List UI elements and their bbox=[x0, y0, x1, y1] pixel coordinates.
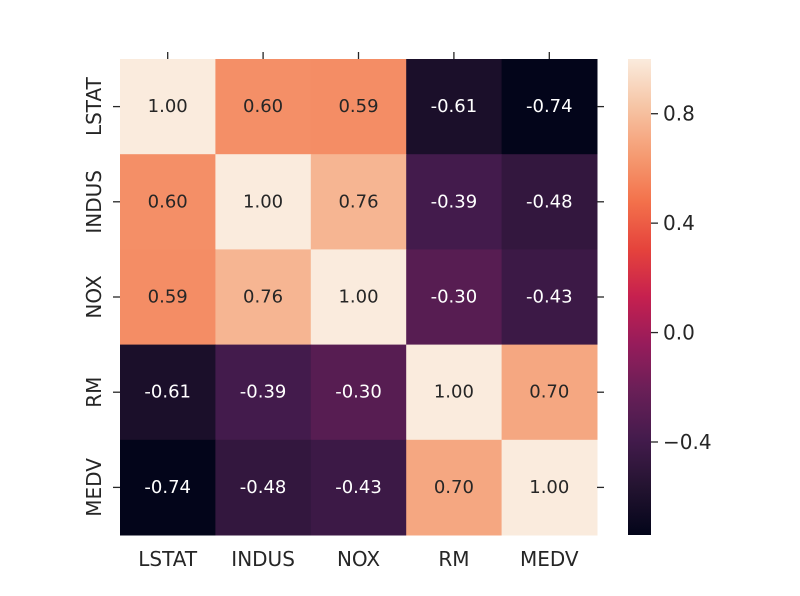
heatmap-cell-lstat-indus bbox=[215, 59, 312, 155]
cell-annotation: -0.61 bbox=[431, 96, 478, 117]
heatmap-cell-lstat-medv bbox=[501, 59, 598, 155]
y-tick-label-lstat: LSTAT bbox=[82, 76, 106, 136]
cell-annotation: 0.70 bbox=[434, 477, 474, 498]
colorbar-gradient bbox=[628, 59, 651, 535]
heatmap-cell-indus-indus bbox=[215, 154, 312, 250]
cell-annotation: -0.43 bbox=[335, 477, 382, 498]
cell-annotation: 1.00 bbox=[434, 382, 474, 403]
heatmap-cell-rm-rm bbox=[406, 344, 503, 441]
heatmap-cell-rm-lstat bbox=[120, 344, 216, 441]
colorbar-tick-label: 0.8 bbox=[663, 102, 695, 126]
x-axis: LSTAT INDUS NOX RM MEDV bbox=[138, 52, 579, 571]
x-tick-label-nox: NOX bbox=[337, 547, 380, 571]
heatmap-cell-nox-lstat bbox=[120, 249, 216, 346]
heatmap-cell-medv-lstat bbox=[120, 439, 216, 536]
cell-annotation: -0.30 bbox=[335, 382, 382, 403]
heatmap-cell-indus-lstat bbox=[120, 154, 216, 250]
heatmap-cell-lstat-nox bbox=[310, 59, 407, 155]
x-tick-label-rm: RM bbox=[438, 547, 469, 571]
heatmap-cell-indus-nox bbox=[310, 154, 407, 250]
heatmap-cell-rm-nox bbox=[310, 344, 407, 441]
y-tick-label-rm: RM bbox=[82, 377, 106, 408]
heatmap-cell-medv-medv bbox=[501, 439, 598, 536]
heatmap-cell-rm-medv bbox=[501, 344, 598, 441]
y-axis: LSTAT INDUS NOX RM MEDV bbox=[82, 76, 604, 517]
heatmap-cell-indus-medv bbox=[501, 154, 598, 250]
heatmap-cell-rm-indus bbox=[215, 344, 312, 441]
heatmap-cell-medv-rm bbox=[406, 439, 503, 536]
cell-annotation: -0.30 bbox=[431, 287, 478, 308]
colorbar-tick-label: 0.4 bbox=[663, 211, 695, 235]
heatmap-cell-medv-nox bbox=[310, 439, 407, 536]
cell-annotation: -0.39 bbox=[240, 382, 287, 403]
heatmap-annotations: 1.00 0.60 0.59 -0.61 -0.74 0.60 1.00 0.76 -0.39 -… bbox=[144, 96, 572, 498]
x-tick-label-lstat: LSTAT bbox=[138, 547, 198, 571]
colorbar-tick-label: 0.0 bbox=[663, 321, 695, 345]
y-tick-label-nox: NOX bbox=[82, 275, 106, 318]
cell-annotation: -0.39 bbox=[431, 191, 478, 212]
y-tick-label-medv: MEDV bbox=[82, 458, 106, 517]
colorbar: 0.8 0.4 0.0 −0.4 bbox=[628, 59, 712, 535]
cell-annotation: 0.60 bbox=[243, 96, 283, 117]
x-tick-label-medv: MEDV bbox=[520, 547, 579, 571]
cell-annotation: 0.59 bbox=[338, 96, 378, 117]
cell-annotation: 1.00 bbox=[243, 191, 283, 212]
cell-annotation: 0.60 bbox=[148, 191, 188, 212]
x-tick-label-indus: INDUS bbox=[231, 547, 295, 571]
cell-annotation: 1.00 bbox=[148, 96, 188, 117]
heatmap-cell-indus-rm bbox=[406, 154, 503, 250]
cell-annotation: 0.76 bbox=[243, 287, 283, 308]
cell-annotation: -0.74 bbox=[144, 477, 191, 498]
heatmap-cell-lstat-rm bbox=[406, 59, 503, 155]
y-tick-label-indus: INDUS bbox=[82, 170, 106, 234]
cell-annotation: -0.48 bbox=[240, 477, 287, 498]
heatmap-cell-medv-indus bbox=[215, 439, 312, 536]
heatmap-cells bbox=[120, 59, 598, 536]
cell-annotation: 0.59 bbox=[148, 287, 188, 308]
heatmap-cell-nox-nox bbox=[310, 249, 407, 346]
colorbar-tick-label: −0.4 bbox=[663, 430, 712, 454]
cell-annotation: -0.61 bbox=[144, 382, 191, 403]
cell-annotation: 1.00 bbox=[529, 477, 569, 498]
heatmap-cell-nox-indus bbox=[215, 249, 312, 346]
heatmap-cell-nox-rm bbox=[406, 249, 503, 346]
cell-annotation: 0.76 bbox=[338, 191, 378, 212]
heatmap-cell-lstat-lstat bbox=[120, 59, 216, 155]
heatmap-cell-nox-medv bbox=[501, 249, 598, 346]
cell-annotation: 1.00 bbox=[338, 287, 378, 308]
cell-annotation: -0.43 bbox=[526, 287, 573, 308]
cell-annotation: 0.70 bbox=[529, 382, 569, 403]
cell-annotation: -0.74 bbox=[526, 96, 573, 117]
cell-annotation: -0.48 bbox=[526, 191, 573, 212]
